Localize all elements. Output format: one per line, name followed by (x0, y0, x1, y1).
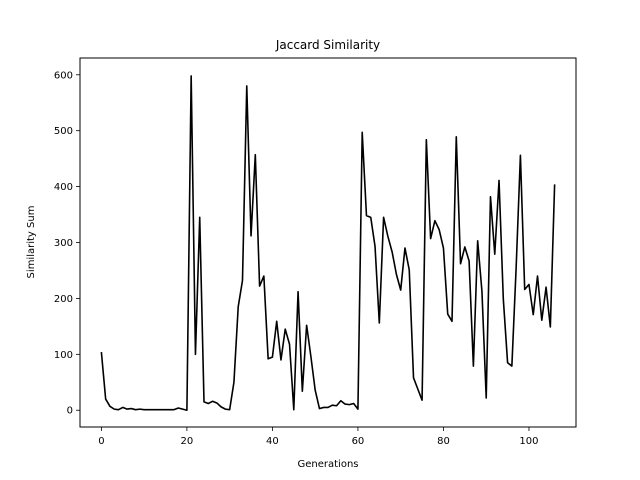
x-tick-label: 100 (519, 436, 538, 447)
x-tick-label: 60 (352, 436, 365, 447)
y-axis-label: Similarity Sum (26, 206, 37, 279)
y-tick-label: 600 (54, 70, 73, 81)
x-tick-label: 20 (181, 436, 194, 447)
y-axis: 0 100 200 300 400 500 600 (54, 70, 80, 417)
y-tick-label: 300 (54, 238, 73, 249)
x-tick-label: 80 (437, 436, 450, 447)
series-line-0 (100, 75, 556, 412)
plot-area (100, 75, 556, 412)
x-tick-label: 40 (266, 436, 279, 447)
x-axis-label: Generations (298, 459, 359, 470)
x-axis: 0 20 40 60 80 100 (98, 427, 539, 447)
y-tick-label: 400 (54, 182, 73, 193)
y-tick-label: 100 (54, 350, 73, 361)
x-tick-label: 0 (98, 436, 104, 447)
chart-title: Jaccard Similarity (275, 38, 380, 52)
y-tick-label: 200 (54, 294, 73, 305)
y-tick-label: 500 (54, 126, 73, 137)
y-tick-label: 0 (67, 406, 73, 417)
